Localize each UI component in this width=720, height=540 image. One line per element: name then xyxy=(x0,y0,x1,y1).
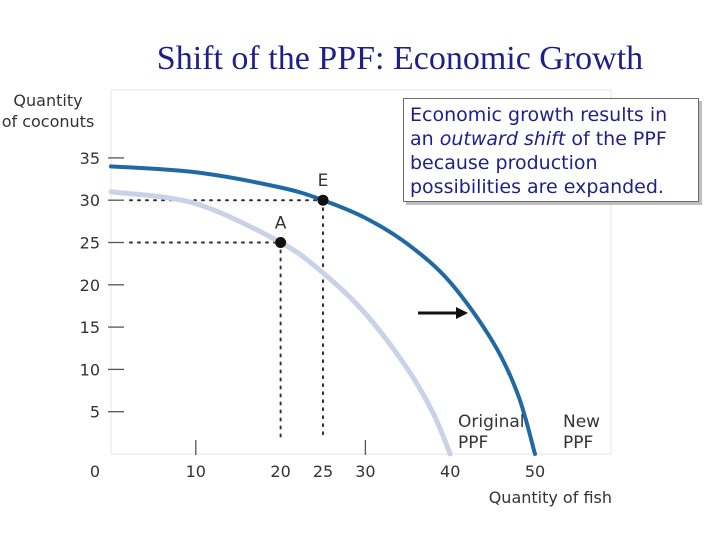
new-ppf-label-line2: PPF xyxy=(563,433,593,453)
point-label-a: A xyxy=(275,214,287,234)
original-ppf-label-line1: Original xyxy=(458,412,525,432)
point-a xyxy=(275,237,287,248)
shift-arrow-head xyxy=(456,307,468,319)
y-tick-label: 20 xyxy=(80,276,100,295)
x-tick-label: 50 xyxy=(525,462,545,481)
y-axis-title-line2: of coconuts xyxy=(2,112,95,131)
original-ppf-curve xyxy=(108,189,453,457)
x-tick-label: 0 xyxy=(90,462,100,481)
callout-text-after: of the PPF because production possibilit… xyxy=(410,128,667,198)
y-tick-label: 5 xyxy=(90,403,100,422)
slide-title: Shift of the PPF: Economic Growth xyxy=(156,40,644,77)
x-tick-label: 25 xyxy=(313,462,333,481)
x-tick-label: 20 xyxy=(270,462,290,481)
x-tick-label: 40 xyxy=(440,462,460,481)
y-tick-label: 15 xyxy=(80,318,100,337)
x-axis-title: Quantity of fish xyxy=(489,488,612,507)
y-tick-label: 35 xyxy=(80,149,100,168)
callout-box: Economic growth results in an outward sh… xyxy=(403,98,699,202)
point-label-e: E xyxy=(318,171,329,191)
y-axis-title-line1: Quantity xyxy=(13,91,82,110)
new-ppf-label-line1: New xyxy=(563,412,600,432)
callout-text-before: Economic growth results in an xyxy=(410,104,668,150)
y-tick-label: 25 xyxy=(80,234,100,253)
new-ppf-curve xyxy=(109,164,537,456)
title-row: Shift of the PPF: Economic Growth xyxy=(0,40,720,78)
y-tick-label: 10 xyxy=(80,360,100,379)
x-tick-label: 30 xyxy=(355,462,375,481)
y-tick-label: 30 xyxy=(80,191,100,210)
original-ppf-label-line2: PPF xyxy=(458,433,488,453)
point-e xyxy=(317,194,329,206)
x-tick-label: 10 xyxy=(186,462,206,481)
callout-emphasis: outward shift xyxy=(439,128,566,150)
